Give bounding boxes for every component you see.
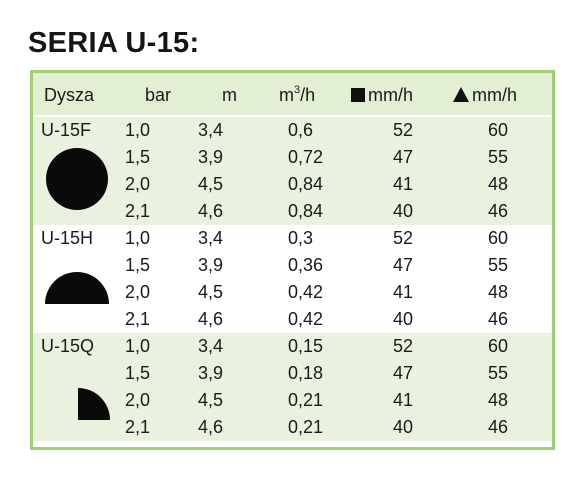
table-row: 1,5 3,9 0,72 47 55 <box>33 144 552 171</box>
cell-bar: 1,0 <box>125 120 151 140</box>
cell-square-rate: 41 <box>393 174 414 194</box>
cell-m: 4,5 <box>198 390 224 410</box>
spec-table: Dysza bar m m3/h mm/h mm/h U-15F 1,0 3,4… <box>30 70 555 450</box>
cell-square-rate: 40 <box>393 417 414 437</box>
cell-m: 4,6 <box>198 201 224 221</box>
cell-flow: 0,42 <box>288 282 324 302</box>
cell-triangle-rate: 48 <box>488 390 509 410</box>
header-flow-exponent: 3 <box>294 84 301 96</box>
cell-flow: 0,84 <box>288 174 324 194</box>
cell-bar: 2,1 <box>125 309 151 329</box>
cell-triangle-rate: 48 <box>488 282 509 302</box>
cell-square-rate: 47 <box>393 255 414 275</box>
cell-square-rate: 52 <box>393 120 414 140</box>
cell-flow: 0,18 <box>288 363 324 383</box>
cell-m: 4,5 <box>198 282 224 302</box>
cell-bar: 2,0 <box>125 282 151 302</box>
nozzle-group-u15q: U-15Q 1,0 3,4 0,15 52 60 1,5 3,9 0,18 47… <box>33 333 552 441</box>
cell-flow: 0,42 <box>288 309 324 329</box>
cell-triangle-rate: 46 <box>488 201 509 221</box>
table-row: 1,5 3,9 0,36 47 55 <box>33 252 552 279</box>
table-row: 2,1 4,6 0,84 40 46 <box>33 198 552 225</box>
cell-square-rate: 40 <box>393 309 414 329</box>
header-square-rate: mm/h <box>351 84 413 106</box>
cell-flow: 0,72 <box>288 147 324 167</box>
cell-triangle-rate: 60 <box>488 228 509 248</box>
table-row: 1,0 3,4 0,6 52 60 <box>33 117 552 144</box>
nozzle-name: U-15F <box>41 120 92 140</box>
cell-bar: 1,5 <box>125 255 151 275</box>
cell-square-rate: 40 <box>393 201 414 221</box>
header-m: m <box>222 85 237 105</box>
cell-triangle-rate: 55 <box>488 255 509 275</box>
table-row: 2,1 4,6 0,42 40 46 <box>33 306 552 333</box>
cell-square-rate: 41 <box>393 282 414 302</box>
cell-m: 3,9 <box>198 255 224 275</box>
cell-bar: 2,1 <box>125 201 151 221</box>
quarter-circle-icon <box>78 388 110 420</box>
table-row: 2,0 4,5 0,84 41 48 <box>33 171 552 198</box>
full-circle-icon <box>46 148 108 210</box>
cell-m: 3,9 <box>198 363 224 383</box>
cell-flow: 0,36 <box>288 255 324 275</box>
header-flow-base: m <box>279 85 294 105</box>
cell-flow: 0,84 <box>288 201 324 221</box>
cell-flow: 0,15 <box>288 336 324 356</box>
header-nozzle: Dysza <box>44 85 95 105</box>
cell-bar: 2,1 <box>125 417 151 437</box>
cell-square-rate: 52 <box>393 336 414 356</box>
cell-flow: 0,21 <box>288 390 324 410</box>
table-header: Dysza bar m m3/h mm/h mm/h <box>33 73 552 115</box>
cell-m: 3,4 <box>198 120 224 140</box>
cell-square-rate: 47 <box>393 147 414 167</box>
cell-triangle-rate: 48 <box>488 174 509 194</box>
nozzle-group-u15f: U-15F 1,0 3,4 0,6 52 60 1,5 3,9 0,72 47 … <box>33 117 552 225</box>
table-row: 1,0 3,4 0,15 52 60 <box>33 333 552 360</box>
cell-triangle-rate: 55 <box>488 363 509 383</box>
cell-bar: 1,0 <box>125 228 151 248</box>
half-circle-icon <box>45 272 109 304</box>
cell-bar: 1,5 <box>125 147 151 167</box>
cell-bar: 2,0 <box>125 174 151 194</box>
cell-triangle-rate: 55 <box>488 147 509 167</box>
cell-flow: 0,3 <box>288 228 314 248</box>
cell-bar: 2,0 <box>125 390 151 410</box>
cell-bar: 1,0 <box>125 336 151 356</box>
cell-triangle-rate: 46 <box>488 309 509 329</box>
square-icon <box>351 88 365 102</box>
nozzle-group-u15h: U-15H 1,0 3,4 0,3 52 60 1,5 3,9 0,36 47 … <box>33 225 552 333</box>
nozzle-name: U-15Q <box>41 336 95 356</box>
header-bar: bar <box>145 85 172 105</box>
cell-m: 4,6 <box>198 417 224 437</box>
cell-square-rate: 52 <box>393 228 414 248</box>
table-row: 2,0 4,5 0,42 41 48 <box>33 279 552 306</box>
cell-m: 4,6 <box>198 309 224 329</box>
cell-triangle-rate: 60 <box>488 120 509 140</box>
nozzle-name: U-15H <box>41 228 94 248</box>
table-row: 1,0 3,4 0,3 52 60 <box>33 225 552 252</box>
cell-flow: 0,6 <box>288 120 314 140</box>
cell-m: 3,4 <box>198 228 224 248</box>
header-square-rate-label: mm/h <box>368 85 413 105</box>
table-row: 2,0 4,5 0,21 41 48 <box>33 387 552 414</box>
triangle-icon <box>453 87 469 102</box>
cell-flow: 0,21 <box>288 417 324 437</box>
table-row: 2,1 4,6 0,21 40 46 <box>33 414 552 441</box>
cell-bar: 1,5 <box>125 363 151 383</box>
header-triangle-rate: mm/h <box>453 84 517 106</box>
page-title: SERIA U-15: <box>28 27 200 59</box>
cell-m: 4,5 <box>198 174 224 194</box>
header-flow-unit: /h <box>300 85 316 105</box>
header-triangle-rate-label: mm/h <box>472 85 517 105</box>
cell-triangle-rate: 60 <box>488 336 509 356</box>
cell-triangle-rate: 46 <box>488 417 509 437</box>
cell-m: 3,9 <box>198 147 224 167</box>
cell-square-rate: 41 <box>393 390 414 410</box>
header-flow: m3/h <box>279 84 315 106</box>
table-row: 1,5 3,9 0,18 47 55 <box>33 360 552 387</box>
cell-square-rate: 47 <box>393 363 414 383</box>
cell-m: 3,4 <box>198 336 224 356</box>
